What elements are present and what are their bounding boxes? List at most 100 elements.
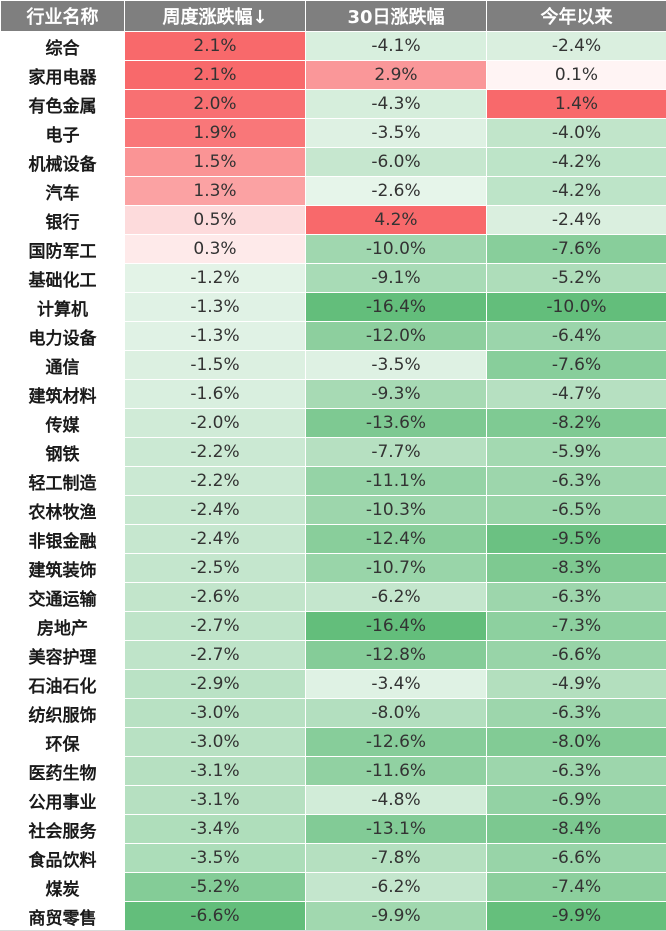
ytd-change-cell: -8.0%: [487, 728, 666, 757]
header-industry-name[interactable]: 行业名称: [1, 1, 125, 32]
industry-name-cell: 社会服务: [1, 815, 125, 844]
ytd-change-cell: -7.4%: [487, 873, 666, 902]
weekly-change-cell: 2.1%: [125, 32, 306, 61]
industry-name-cell: 非银金融: [1, 525, 125, 554]
ytd-change-cell: -6.3%: [487, 699, 666, 728]
industry-name-cell: 银行: [1, 206, 125, 235]
ytd-change-cell: -6.3%: [487, 467, 666, 496]
industry-name-cell: 通信: [1, 351, 125, 380]
weekly-change-cell: -3.1%: [125, 786, 306, 815]
weekly-change-cell: -2.5%: [125, 554, 306, 583]
thirty-day-change-cell: -10.3%: [306, 496, 487, 525]
weekly-change-cell: 1.5%: [125, 148, 306, 177]
table-row: 房地产-2.7%-16.4%-7.3%: [1, 612, 666, 641]
industry-name-cell: 计算机: [1, 293, 125, 322]
table-row: 美容护理-2.7%-12.8%-6.6%: [1, 641, 666, 670]
weekly-change-cell: -3.4%: [125, 815, 306, 844]
table-row: 基础化工-1.2%-9.1%-5.2%: [1, 264, 666, 293]
ytd-change-cell: -6.6%: [487, 641, 666, 670]
industry-name-cell: 国防军工: [1, 235, 125, 264]
thirty-day-change-cell: -7.7%: [306, 438, 487, 467]
industry-name-cell: 汽车: [1, 177, 125, 206]
table-row: 农林牧渔-2.4%-10.3%-6.5%: [1, 496, 666, 525]
weekly-change-cell: 0.5%: [125, 206, 306, 235]
table-row: 交通运输-2.6%-6.2%-6.3%: [1, 583, 666, 612]
ytd-change-cell: -6.4%: [487, 322, 666, 351]
ytd-change-cell: -4.2%: [487, 177, 666, 206]
industry-name-cell: 房地产: [1, 612, 125, 641]
weekly-change-cell: -3.1%: [125, 757, 306, 786]
thirty-day-change-cell: -12.8%: [306, 641, 487, 670]
weekly-change-cell: -2.6%: [125, 583, 306, 612]
industry-name-cell: 钢铁: [1, 438, 125, 467]
ytd-change-cell: -2.4%: [487, 32, 666, 61]
industry-name-cell: 交通运输: [1, 583, 125, 612]
ytd-change-cell: -6.3%: [487, 583, 666, 612]
thirty-day-change-cell: -9.3%: [306, 380, 487, 409]
weekly-change-cell: -1.6%: [125, 380, 306, 409]
industry-name-cell: 电力设备: [1, 322, 125, 351]
thirty-day-change-cell: -4.8%: [306, 786, 487, 815]
ytd-change-cell: -7.6%: [487, 235, 666, 264]
thirty-day-change-cell: -7.8%: [306, 844, 487, 873]
weekly-change-cell: -2.2%: [125, 438, 306, 467]
industry-name-cell: 公用事业: [1, 786, 125, 815]
weekly-change-cell: -3.5%: [125, 844, 306, 873]
thirty-day-change-cell: -13.6%: [306, 409, 487, 438]
table-row: 社会服务-3.4%-13.1%-8.4%: [1, 815, 666, 844]
industry-name-cell: 基础化工: [1, 264, 125, 293]
industry-name-cell: 建筑装饰: [1, 554, 125, 583]
weekly-change-cell: -2.4%: [125, 525, 306, 554]
ytd-change-cell: -8.3%: [487, 554, 666, 583]
ytd-change-cell: -6.9%: [487, 786, 666, 815]
table-row: 传媒-2.0%-13.6%-8.2%: [1, 409, 666, 438]
weekly-change-cell: -2.7%: [125, 612, 306, 641]
ytd-change-cell: -10.0%: [487, 293, 666, 322]
table-row: 食品饮料-3.5%-7.8%-6.6%: [1, 844, 666, 873]
industry-name-cell: 石油石化: [1, 670, 125, 699]
industry-name-cell: 美容护理: [1, 641, 125, 670]
thirty-day-change-cell: 2.9%: [306, 61, 487, 90]
thirty-day-change-cell: -12.6%: [306, 728, 487, 757]
thirty-day-change-cell: -3.4%: [306, 670, 487, 699]
thirty-day-change-cell: -10.0%: [306, 235, 487, 264]
thirty-day-change-cell: -13.1%: [306, 815, 487, 844]
ytd-change-cell: -4.0%: [487, 119, 666, 148]
thirty-day-change-cell: -9.9%: [306, 902, 487, 931]
thirty-day-change-cell: -6.2%: [306, 583, 487, 612]
table-row: 商贸零售-6.6%-9.9%-9.9%: [1, 902, 666, 931]
header-30day-change[interactable]: 30日涨跌幅: [306, 1, 487, 32]
thirty-day-change-cell: -4.1%: [306, 32, 487, 61]
weekly-change-cell: 1.3%: [125, 177, 306, 206]
thirty-day-change-cell: -8.0%: [306, 699, 487, 728]
industry-name-cell: 食品饮料: [1, 844, 125, 873]
weekly-change-cell: -2.0%: [125, 409, 306, 438]
weekly-change-cell: -6.6%: [125, 902, 306, 931]
ytd-change-cell: -2.4%: [487, 206, 666, 235]
table-row: 通信-1.5%-3.5%-7.6%: [1, 351, 666, 380]
ytd-change-cell: 0.1%: [487, 61, 666, 90]
weekly-change-cell: 1.9%: [125, 119, 306, 148]
ytd-change-cell: -5.9%: [487, 438, 666, 467]
header-weekly-change[interactable]: 周度涨跌幅↓: [125, 1, 306, 32]
industry-name-cell: 综合: [1, 32, 125, 61]
header-ytd-change[interactable]: 今年以来: [487, 1, 666, 32]
industry-name-cell: 建筑材料: [1, 380, 125, 409]
table-row: 轻工制造-2.2%-11.1%-6.3%: [1, 467, 666, 496]
industry-name-cell: 煤炭: [1, 873, 125, 902]
ytd-change-cell: -4.7%: [487, 380, 666, 409]
ytd-change-cell: -9.5%: [487, 525, 666, 554]
weekly-change-cell: -1.3%: [125, 322, 306, 351]
ytd-change-cell: -8.4%: [487, 815, 666, 844]
thirty-day-change-cell: -16.4%: [306, 612, 487, 641]
ytd-change-cell: -6.3%: [487, 757, 666, 786]
ytd-change-cell: -5.2%: [487, 264, 666, 293]
thirty-day-change-cell: -16.4%: [306, 293, 487, 322]
industry-name-cell: 家用电器: [1, 61, 125, 90]
weekly-change-cell: -1.5%: [125, 351, 306, 380]
weekly-change-cell: 2.0%: [125, 90, 306, 119]
ytd-change-cell: -8.2%: [487, 409, 666, 438]
